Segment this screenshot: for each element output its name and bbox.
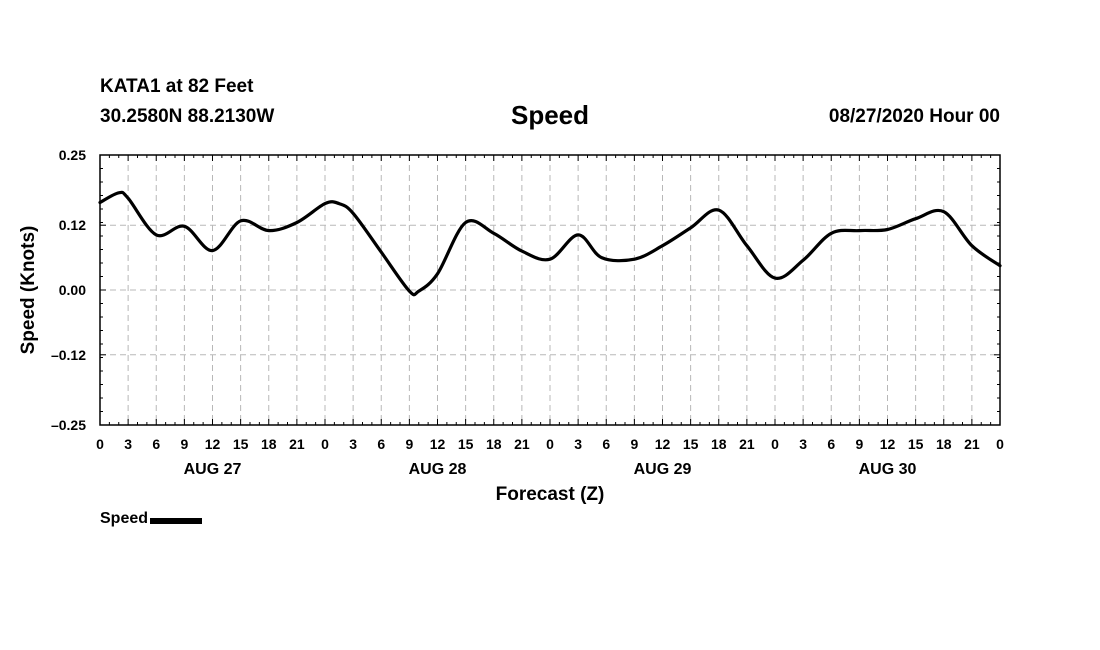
x-tick-label: 21 [964, 436, 980, 452]
x-tick-label: 6 [827, 436, 835, 452]
x-tick-label: 21 [289, 436, 305, 452]
x-tick-label: 6 [602, 436, 610, 452]
y-tick-label: 0.00 [59, 282, 86, 298]
x-tick-label: 15 [908, 436, 924, 452]
legend-label: Speed [100, 510, 148, 528]
x-tick-label: 18 [486, 436, 502, 452]
x-tick-label: 3 [799, 436, 807, 452]
day-label: AUG 29 [634, 461, 692, 478]
x-tick-label: 0 [546, 436, 554, 452]
x-tick-label: 0 [321, 436, 329, 452]
legend-swatch [150, 518, 202, 524]
x-axis-label: Forecast (Z) [496, 484, 605, 505]
x-tick-label: 6 [152, 436, 160, 452]
x-tick-label: 15 [683, 436, 699, 452]
x-tick-label: 0 [96, 436, 104, 452]
y-tick-label: –0.25 [51, 417, 86, 433]
x-tick-label: 3 [349, 436, 357, 452]
legend: Speed [100, 510, 202, 528]
x-tick-label: 18 [261, 436, 277, 452]
x-tick-label: 12 [655, 436, 671, 452]
x-tick-label: 18 [711, 436, 727, 452]
x-tick-label: 21 [514, 436, 530, 452]
x-tick-label: 9 [180, 436, 188, 452]
y-tick-label: 0.25 [59, 147, 86, 163]
x-tick-label: 12 [430, 436, 446, 452]
x-tick-label: 6 [377, 436, 385, 452]
x-tick-label: 0 [771, 436, 779, 452]
y-tick-label: –0.12 [51, 347, 86, 363]
x-tick-label: 9 [630, 436, 638, 452]
x-tick-label: 3 [124, 436, 132, 452]
day-label: AUG 28 [409, 461, 467, 478]
x-tick-label: 12 [205, 436, 221, 452]
x-tick-label: 18 [936, 436, 952, 452]
x-tick-label: 9 [855, 436, 863, 452]
x-tick-label: 12 [880, 436, 896, 452]
x-tick-label: 15 [458, 436, 474, 452]
day-label: AUG 27 [184, 461, 242, 478]
y-axis-label: Speed (Knots) [18, 226, 39, 355]
x-tick-label: 21 [739, 436, 755, 452]
x-tick-label: 15 [233, 436, 249, 452]
x-tick-label: 9 [405, 436, 413, 452]
x-tick-label: 0 [996, 436, 1004, 452]
y-tick-label: 0.12 [59, 217, 86, 233]
x-tick-label: 3 [574, 436, 582, 452]
day-label: AUG 30 [859, 461, 917, 478]
